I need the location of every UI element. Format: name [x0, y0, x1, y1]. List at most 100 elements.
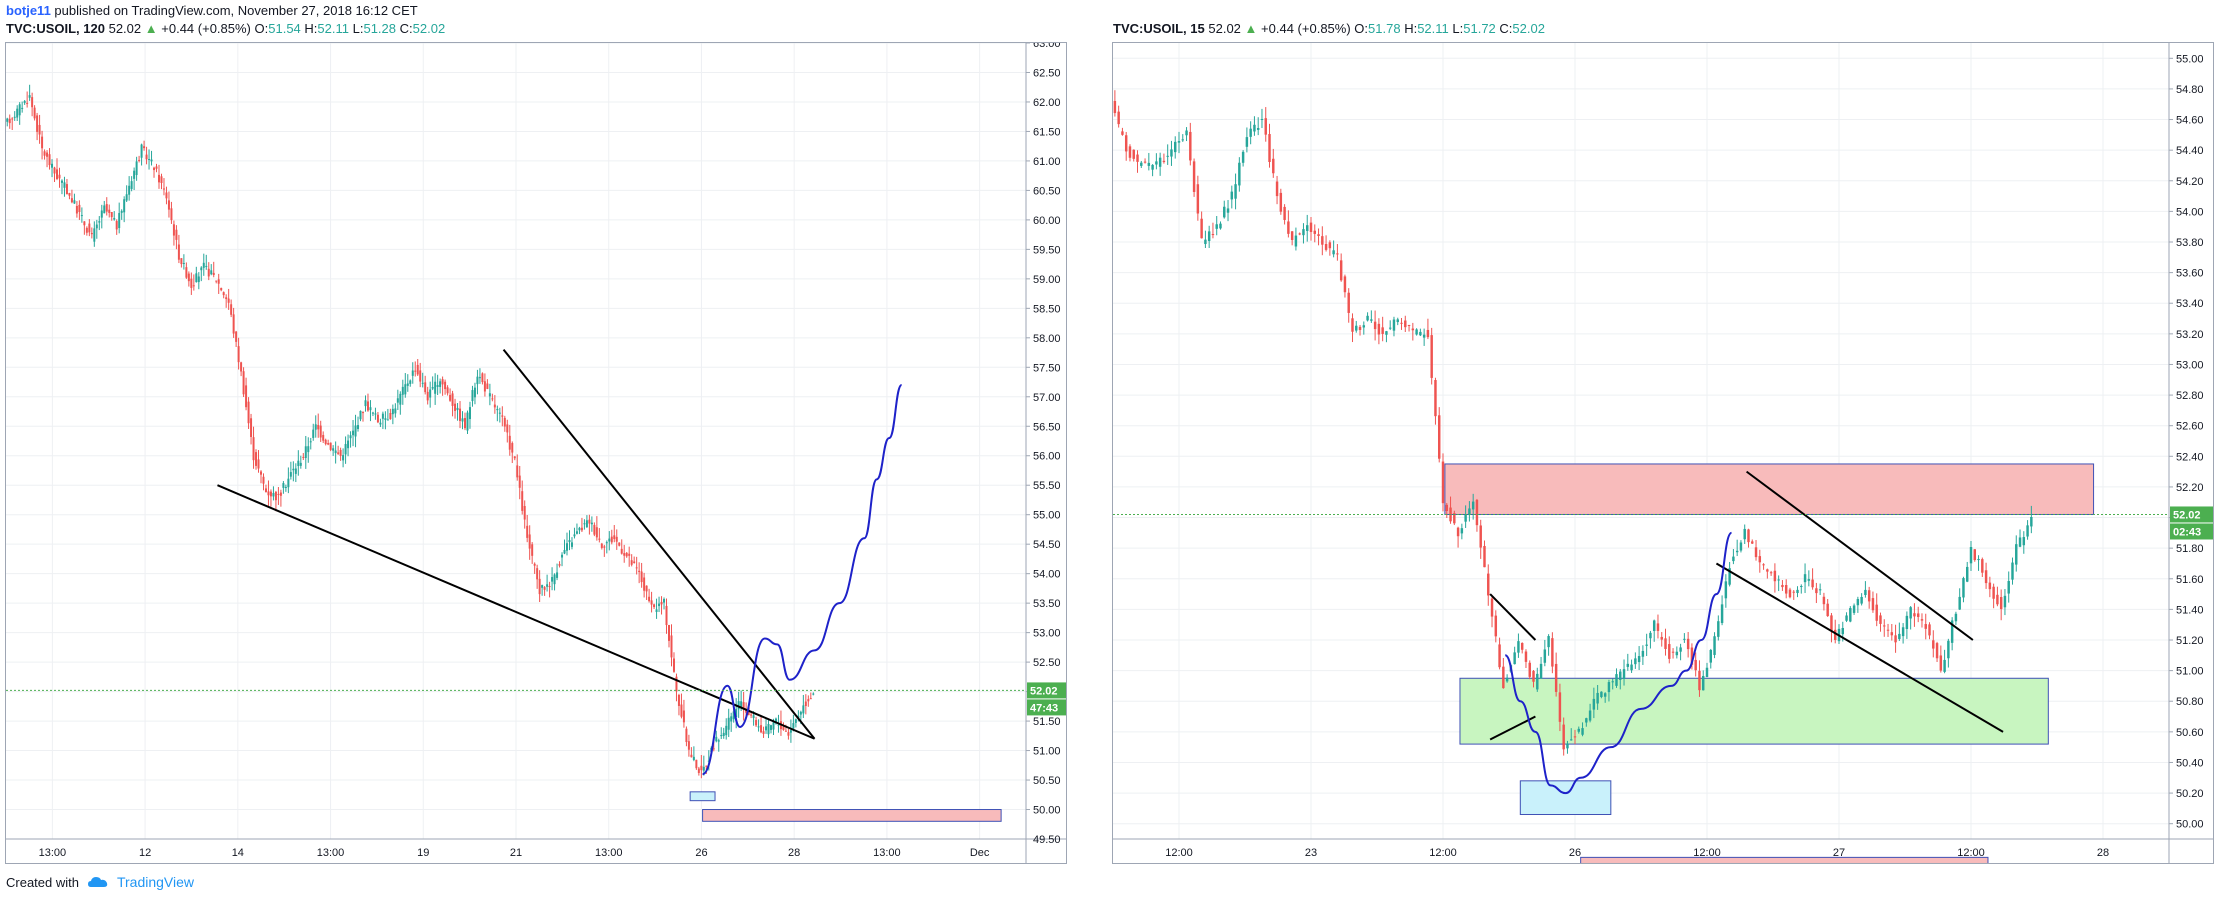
candle-body [36, 115, 39, 132]
candle-body [722, 732, 725, 737]
candle-body [160, 176, 163, 184]
candle-body [1234, 184, 1237, 199]
x-tick-label: 13:00 [595, 847, 623, 859]
y-tick-label: 53.40 [2176, 298, 2204, 310]
candle-body [1634, 658, 1637, 665]
candle-body [804, 701, 807, 706]
candle-body [1864, 589, 1867, 596]
candle-body [496, 409, 499, 411]
candle-body [113, 218, 116, 220]
candle-body [1766, 569, 1769, 572]
candle-body [570, 542, 573, 547]
candle-body [150, 159, 153, 162]
left-chart-panel[interactable]: 13:00 12 14 13:00 19 21 13:00 26 28 13:00 Dec 49.50… [5, 38, 1067, 864]
candle-body [1573, 736, 1577, 738]
candle-body [21, 107, 24, 109]
candle-body [1751, 541, 1754, 544]
candle-body [501, 415, 504, 417]
candle-body [379, 422, 382, 425]
candle-body [563, 549, 566, 554]
candle-body [1279, 192, 1283, 212]
candle-body [466, 412, 469, 431]
candle-body [727, 717, 730, 730]
candle-body [257, 459, 260, 469]
candle-body [1264, 118, 1267, 135]
candle-body [297, 460, 300, 467]
candle-body [471, 390, 474, 402]
candle-body [1362, 325, 1366, 328]
candle-body [561, 554, 564, 558]
candle-body [675, 676, 678, 692]
candle-body [1830, 615, 1833, 632]
tradingview-brand[interactable]: TradingView [116, 874, 195, 890]
candle-body [1671, 651, 1675, 653]
candle-body [712, 748, 715, 750]
y-tick-label: 54.20 [2176, 176, 2204, 188]
candle-body [371, 412, 374, 414]
candle-body [1668, 644, 1671, 659]
candle-body [613, 535, 616, 540]
candle-body [1702, 675, 1705, 691]
candle-body [580, 527, 583, 531]
candle-body [426, 391, 429, 401]
candle-body [672, 658, 675, 672]
candle-body [282, 483, 285, 488]
candle-body [222, 292, 225, 296]
candle-body [715, 736, 718, 742]
candle-body [431, 386, 434, 389]
candle-body [357, 425, 360, 429]
right-chart-panel[interactable]: 12:00 23 12:00 26 12:00 27 12:00 28 50.00 50.20 50… [1112, 42, 2214, 864]
candle-body [483, 381, 486, 392]
candle-body [1962, 578, 1965, 598]
candle-body [1321, 236, 1324, 245]
candle-body [635, 567, 638, 569]
candle-body [227, 298, 230, 303]
candle-body [16, 108, 19, 118]
y-tick-label: 50.20 [2176, 788, 2204, 800]
candle-body [83, 221, 86, 226]
candle-body [1977, 558, 1980, 561]
y-tick-label: 56.00 [1033, 451, 1061, 463]
candle-body [1324, 243, 1328, 250]
candle-body [697, 768, 700, 773]
publisher-name[interactable]: botje11 [6, 3, 51, 18]
candle-body [1185, 130, 1188, 136]
candle-body [1532, 670, 1535, 682]
candle-body [1355, 325, 1358, 331]
right-chart[interactable]: 12:00 23 12:00 26 12:00 27 12:00 28 50.00 50.20 50… [1113, 43, 2213, 864]
candle-body [585, 520, 588, 528]
candle-body [1207, 231, 1211, 242]
candle-body [220, 287, 223, 291]
candle-body [1328, 242, 1332, 249]
candle-body [558, 564, 561, 566]
candle-body [464, 418, 466, 429]
left-chart[interactable]: 13:00 12 14 13:00 19 21 13:00 26 28 13:00 Dec 49.50… [6, 38, 1066, 863]
candle-body [1162, 160, 1166, 163]
candle-body [1230, 191, 1234, 200]
candle-body [287, 478, 290, 488]
candle-body [1302, 229, 1305, 236]
candle-body [1675, 651, 1679, 656]
candle-body [1788, 589, 1792, 598]
y-tick-label: 54.40 [2176, 145, 2204, 157]
candle-body [195, 273, 198, 283]
candle-body [1950, 620, 1954, 643]
candle-body [41, 136, 44, 149]
candle-body [85, 227, 88, 233]
candle-body [772, 722, 775, 730]
candle-body [1554, 663, 1558, 692]
candle-body [1694, 659, 1697, 671]
candle-body [1336, 253, 1339, 255]
candle-body [1132, 149, 1135, 159]
candle-body [1294, 235, 1298, 247]
channel-upper-trendline [1746, 470, 1974, 641]
candle-body [1852, 605, 1856, 613]
candle-body [730, 716, 733, 722]
candle-body [1981, 559, 1984, 573]
candle-body [538, 578, 541, 595]
candle-body [687, 741, 690, 750]
candle-body [660, 601, 663, 605]
candle-body [1871, 598, 1875, 611]
candle-body [1381, 327, 1384, 334]
y-tick-label: 55.00 [1033, 510, 1061, 522]
